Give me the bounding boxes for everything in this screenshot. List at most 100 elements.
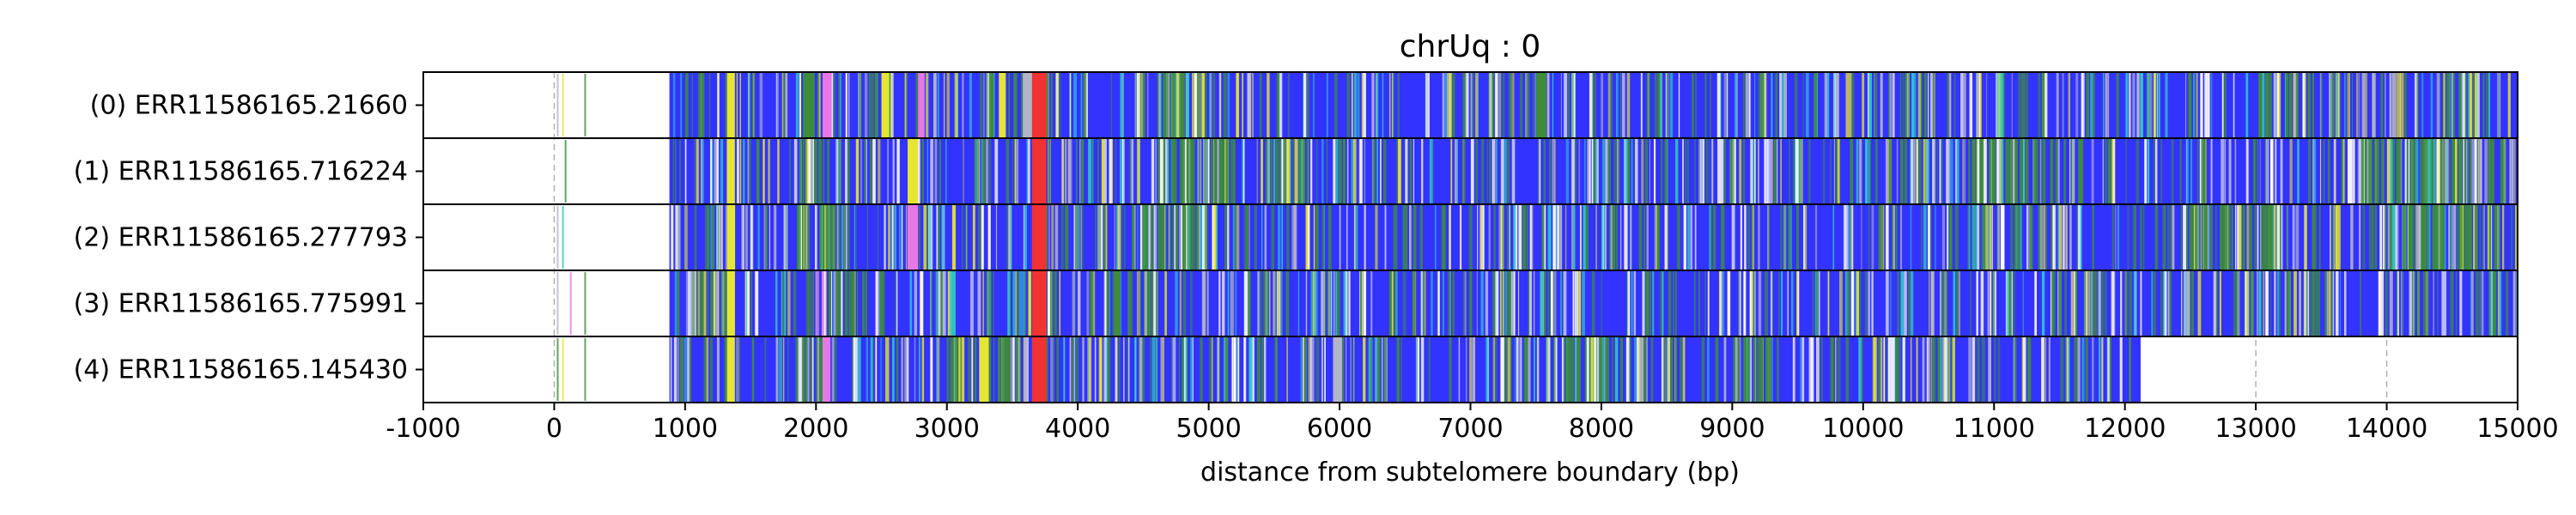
motif-stripe [793, 270, 797, 336]
motif-stripe [2245, 138, 2249, 204]
motif-stripe [691, 72, 693, 138]
motif-stripe [1939, 336, 1942, 403]
motif-stripe [1637, 336, 1639, 403]
motif-stripe [1479, 204, 1481, 270]
motif-stripe [1571, 336, 1574, 403]
motif-stripe [2200, 204, 2202, 270]
motif-stripe [1779, 72, 1783, 138]
motif-stripe [706, 204, 710, 270]
motif-stripe [1586, 336, 1589, 403]
motif-stripe [1629, 336, 1631, 403]
motif-stripe [1888, 336, 1893, 403]
motif-stripe [679, 138, 681, 204]
motif-stripe [795, 72, 799, 138]
motif-stripe [2163, 270, 2167, 336]
motif-stripe [1686, 138, 1689, 204]
motif-stripe [1937, 336, 1941, 403]
motif-stripe [2251, 204, 2253, 270]
motif-stripe [2058, 270, 2062, 336]
motif-stripe [2041, 336, 2045, 403]
motif-stripe [1717, 138, 1721, 204]
motif-stripe [1707, 270, 1710, 336]
motif-stripe [1194, 72, 1196, 138]
motif-stripe [1480, 204, 1484, 270]
motif-stripe [1356, 204, 1358, 270]
motif-stripe [1346, 72, 1351, 138]
motif-stripe [977, 270, 981, 336]
motif-stripe [787, 270, 791, 336]
motif-stripe [2233, 270, 2237, 336]
motif-stripe [2014, 336, 2017, 403]
motif-stripe [2517, 138, 2521, 204]
motif-stripe [1764, 138, 1766, 204]
motif-stripe [1233, 336, 1236, 403]
motif-stripe [1655, 72, 1656, 138]
motif-stripe [2234, 138, 2237, 204]
motif-stripe [701, 138, 702, 204]
motif-stripe [2392, 204, 2396, 270]
motif-stripe [1898, 336, 1901, 403]
motif-stripe [1123, 138, 1125, 204]
x-tick-label: 15000 [2476, 414, 2558, 444]
motif-stripe [1056, 336, 1060, 403]
motif-stripe [1392, 72, 1394, 138]
motif-stripe [2307, 72, 2310, 138]
motif-stripe [2484, 138, 2488, 204]
motif-stripe [2018, 72, 2021, 138]
motif-stripe [1147, 72, 1149, 138]
motif-stripe [1886, 138, 1888, 204]
motif-stripe [1773, 138, 1777, 204]
motif-stripe [2237, 204, 2240, 270]
motif-stripe [1528, 336, 1531, 403]
motif-stripe [1464, 270, 1467, 336]
motif-stripe [1971, 204, 1975, 270]
motif-stripe [969, 72, 972, 138]
motif-stripe [2284, 270, 2287, 336]
motif-stripe [1264, 204, 1267, 270]
motif-stripe [880, 336, 882, 403]
motif-stripe [904, 336, 908, 403]
motif-stripe [1206, 204, 1208, 270]
motif-stripe [1197, 72, 1200, 138]
motif-stripe [1213, 138, 1216, 204]
motif-stripe [1005, 138, 1010, 204]
motif-stripe [2246, 270, 2249, 336]
motif-stripe [1754, 138, 1756, 204]
motif-stripe [1048, 204, 1050, 270]
motif-stripe [1498, 204, 1502, 270]
motif-stripe [1780, 204, 1783, 270]
motif-stripe [2139, 204, 2143, 270]
motif-stripe [1405, 138, 1408, 204]
motif-stripe [2330, 72, 2333, 138]
motif-stripe [1144, 204, 1148, 270]
motif-stripe [857, 336, 861, 403]
motif-stripe [1981, 336, 1985, 403]
motif-stripe [684, 204, 688, 270]
motif-stripe [2410, 204, 2414, 270]
motif-stripe [703, 336, 707, 403]
motif-stripe [1312, 72, 1315, 138]
motif-stripe [1760, 72, 1765, 138]
motif-stripe [1462, 72, 1466, 138]
motif-stripe [1997, 204, 2000, 270]
motif-stripe [2467, 72, 2471, 138]
motif-stripe [2071, 138, 2075, 204]
motif-stripe [927, 138, 928, 204]
motif-stripe [960, 336, 963, 403]
motif-stripe [1259, 270, 1262, 336]
motif-stripe [2405, 138, 2409, 204]
motif-stripe [1816, 336, 1820, 403]
motif-stripe [2129, 270, 2132, 336]
motif-stripe [1475, 72, 1479, 138]
motif-stripe [2026, 204, 2029, 270]
motif-stripe [1142, 204, 1145, 270]
motif-stripe [1323, 270, 1325, 336]
motif-stripe [1015, 270, 1017, 336]
motif-stripe [1644, 138, 1649, 204]
motif-stripe [1904, 138, 1908, 204]
motif-stripe [683, 336, 687, 403]
motif-stripe [2472, 72, 2475, 138]
motif-stripe [2451, 138, 2455, 204]
motif-stripe [2413, 138, 2415, 204]
motif-stripe [1868, 138, 1870, 204]
